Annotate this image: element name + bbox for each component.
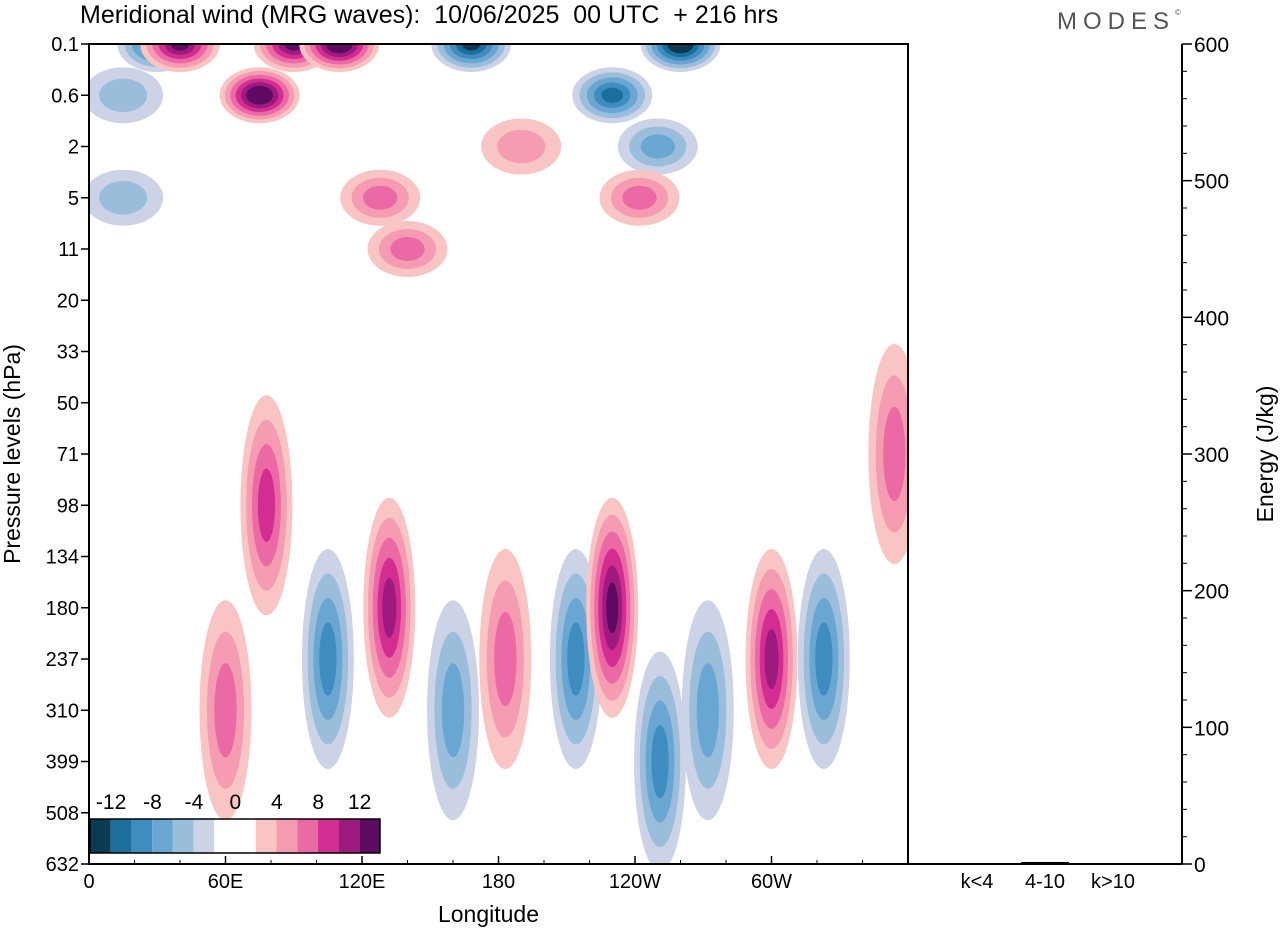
- contour-blob: [382, 577, 397, 638]
- colorbar-swatch: [276, 819, 298, 853]
- energy-category-label: k>10: [1091, 871, 1135, 893]
- y-tick-label: 632: [46, 854, 79, 876]
- x-tick-label: 180: [482, 871, 515, 893]
- energy-tick-label: 600: [1194, 34, 1229, 57]
- colorbar-swatch: [193, 819, 215, 853]
- contour-blob: [331, 44, 348, 50]
- colorbar-label: 4: [271, 791, 283, 814]
- contour-blob: [363, 185, 398, 210]
- contour-blob: [696, 663, 719, 758]
- contour-blob: [319, 622, 337, 696]
- chart-title: Meridional wind (MRG waves): 10/06/2025 …: [80, 1, 779, 29]
- energy-tick-label: 100: [1194, 717, 1229, 740]
- contour-blob: [640, 134, 675, 159]
- energy-tick-label: 0: [1194, 854, 1206, 877]
- contour-blob: [170, 44, 190, 51]
- y-axis-label: Pressure levels (hPa): [0, 344, 25, 564]
- colorbar-swatch: [235, 819, 256, 853]
- modes-logo: MODES©: [1057, 8, 1181, 35]
- colorbar-label: 8: [312, 791, 324, 814]
- colorbar-swatch: [297, 819, 318, 853]
- energy-axis-label: Energy (J/kg): [1252, 386, 1278, 523]
- colorbar-label: -12: [96, 791, 126, 814]
- y-tick-label: 508: [46, 803, 79, 825]
- contour-blob: [99, 180, 148, 215]
- energy-tick-label: 200: [1194, 581, 1229, 604]
- contour-blob: [567, 622, 585, 696]
- energy-panel: 0 100 200 300 400 500 600 Energy (J/kg) k<4 4-10 k…: [908, 34, 1278, 893]
- x-tick-label: 60E: [208, 871, 244, 893]
- y-tick-label: 134: [46, 547, 79, 569]
- y-tick-label: 11: [58, 239, 79, 261]
- colorbar-swatch: [90, 819, 111, 853]
- y-tick-label: 0.1: [51, 34, 79, 56]
- colorbar-swatch: [359, 819, 380, 853]
- x-tick-label: 120E: [339, 871, 386, 893]
- contour-blob: [214, 663, 237, 758]
- contour-blob: [672, 44, 689, 50]
- energy-category-label: k<4: [961, 871, 994, 893]
- y-tick-label: 20: [57, 290, 79, 312]
- colorbar-swatch: [338, 819, 360, 853]
- contour-field: [89, 44, 908, 864]
- y-tick-label: 399: [46, 752, 79, 774]
- contour-blob: [651, 724, 669, 799]
- contour-blob: [390, 237, 425, 261]
- contour-blob: [764, 629, 779, 689]
- contour-blob: [494, 611, 517, 707]
- y-tick-label: 98: [57, 495, 79, 517]
- y-tick-label: 5: [68, 188, 79, 210]
- colorbar-swatch: [255, 819, 277, 853]
- contour-blob: [461, 44, 481, 51]
- axes: 0.1 0.6 2 5 11 20 33 50 71 98 134 180 237 310 399 508 63…: [0, 34, 909, 927]
- contour-blob: [99, 78, 148, 113]
- x-tick-label: 120W: [609, 871, 661, 893]
- contour-blob: [251, 89, 268, 101]
- y-tick-label: 180: [46, 598, 79, 620]
- modes-logo-text: MODES: [1057, 8, 1176, 35]
- colorbar-label: -8: [143, 791, 162, 814]
- y-tick-label: 237: [46, 649, 79, 671]
- colorbar-frame: [89, 818, 381, 854]
- y-tick-label: 0.6: [51, 85, 79, 107]
- y-tick-label: 2: [68, 137, 79, 159]
- contour-blob: [441, 663, 465, 758]
- y-tick-label: 50: [57, 393, 79, 415]
- energy-bar: [1089, 863, 1137, 865]
- contour-blob: [622, 185, 657, 210]
- colorbar-label: 0: [230, 791, 242, 814]
- energy-tick-label: 500: [1194, 171, 1229, 194]
- energy-tick-label: 400: [1194, 307, 1229, 330]
- contour-blob: [601, 87, 624, 103]
- colorbar-swatch: [214, 819, 235, 853]
- contour-blob: [815, 622, 833, 696]
- y-tick-label: 71: [57, 444, 79, 466]
- x-tick-label: 0: [83, 871, 94, 893]
- colorbar-swatch: [317, 819, 339, 853]
- energy-category-label: 4-10: [1025, 871, 1065, 893]
- colorbar-swatch: [152, 819, 173, 853]
- y-tick-label: 310: [46, 700, 79, 722]
- contour-blob: [284, 44, 303, 51]
- energy-tick-label: 300: [1194, 444, 1229, 467]
- colorbar-label: -4: [185, 791, 204, 814]
- energy-bar: [1021, 861, 1069, 864]
- contour-blob: [606, 582, 619, 634]
- contour-blob: [497, 129, 546, 164]
- colorbar-swatch: [110, 819, 132, 853]
- colorbar-swatch: [172, 819, 194, 853]
- energy-bar: [953, 863, 1001, 865]
- y-tick-label: 33: [57, 342, 79, 364]
- colorbar: -12 -8 -4 0 4 8 12: [89, 791, 381, 854]
- colorbar-swatch: [131, 819, 153, 853]
- contour-blob: [257, 468, 276, 542]
- x-axis-label: Longitude: [438, 901, 539, 927]
- contour-blob: [883, 406, 906, 502]
- colorbar-label: 12: [348, 791, 371, 814]
- x-tick-label: 60W: [751, 871, 792, 893]
